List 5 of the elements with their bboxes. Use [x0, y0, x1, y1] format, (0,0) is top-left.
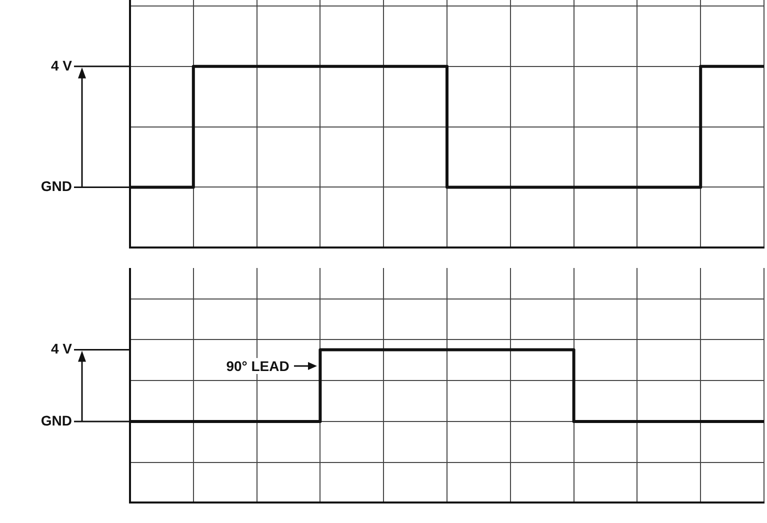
annotation: 90° LEAD — [224, 358, 292, 374]
text: 4 V — [50, 340, 73, 357]
text: GND — [40, 178, 72, 194]
text: 4 V — [50, 57, 73, 74]
text: GND — [40, 412, 72, 428]
